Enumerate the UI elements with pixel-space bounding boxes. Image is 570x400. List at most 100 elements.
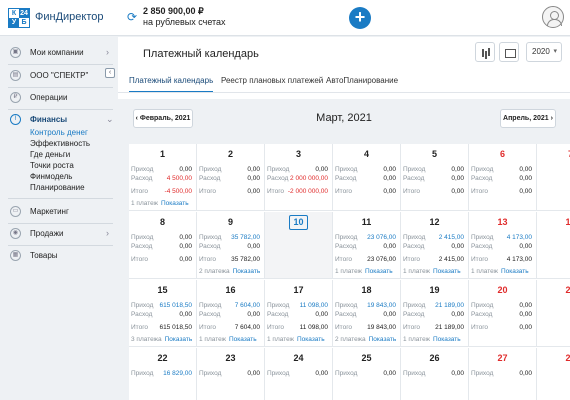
day-income-row: Приход 0,00: [335, 370, 398, 377]
calendar-day-cell[interactable]: 24 Приход 0,00: [265, 348, 333, 400]
show-payments-link[interactable]: Показать: [501, 268, 529, 275]
expense-label: Расход: [403, 311, 425, 318]
day-number: 5: [431, 149, 437, 159]
calendar-day-cell[interactable]: 25 Приход 0,00: [333, 348, 401, 400]
payments-footer: 1 платеж Показать: [131, 200, 194, 207]
prev-month-button[interactable]: ‹ Февраль, 2021: [133, 109, 193, 128]
show-payments-link[interactable]: Показать: [433, 268, 461, 275]
total-label: Итого: [471, 188, 489, 195]
tab-payment-calendar[interactable]: Платежный календарь: [129, 76, 214, 93]
sidebar-subitem-planning[interactable]: Планирование: [30, 183, 85, 192]
payments-count: 1 платеж: [131, 200, 158, 207]
total-label: Итого: [403, 256, 421, 263]
sidebar-item-marketing[interactable]: ▭ Маркетинг: [0, 203, 118, 221]
calendar-day-cell[interactable]: 3 Приход 0,00 Расход 2 000 000,00 Итого -2 000…: [265, 144, 333, 211]
income-label: Приход: [335, 370, 358, 377]
calendar-day-cell[interactable]: 4 Приход 0,00 Расход 0,00 Итого 0,00: [333, 144, 401, 211]
show-payments-link[interactable]: Показать: [433, 336, 461, 343]
collapse-sidebar-icon[interactable]: ‹: [105, 68, 115, 78]
year-select[interactable]: 2020 ▾: [526, 42, 562, 62]
calendar-day-cell[interactable]: 13 Приход 4 173,00 Расход 0,00 Итого 4 173,00 1…: [469, 212, 537, 279]
user-avatar-icon[interactable]: [542, 6, 564, 28]
chart-view-button[interactable]: [475, 42, 495, 62]
calendar-day-cell[interactable]: 22 Приход 16 829,00: [129, 348, 197, 400]
day-number: 4: [363, 149, 369, 159]
income-label: Приход: [199, 234, 222, 241]
income-value: 21 189,00: [435, 302, 464, 309]
total-label: Итого: [471, 256, 489, 263]
logo-cell: 24: [19, 9, 29, 18]
add-button[interactable]: +: [349, 7, 371, 29]
year-value: 2020: [532, 47, 550, 56]
day-total-row: Итого 615 018,50: [131, 324, 194, 331]
calendar-day-cell[interactable]: 23 Приход 0,00: [197, 348, 265, 400]
calendar-day-cell[interactable]: 26 Приход 0,00: [401, 348, 469, 400]
payments-count: 3 платежа: [131, 336, 162, 343]
payments-footer: 1 платеж Показать: [403, 268, 466, 275]
show-payments-link[interactable]: Показать: [164, 336, 193, 343]
sidebar-item-finance[interactable]: ⌇ Финансы ⌄: [0, 111, 118, 129]
calendar-day-cell[interactable]: 2 Приход 0,00 Расход 0,00 Итого 0,00: [197, 144, 265, 211]
day-expense-row: Расход 0,00: [335, 243, 398, 250]
show-payments-link[interactable]: Показать: [297, 336, 325, 343]
expense-label: Расход: [335, 311, 357, 318]
sidebar-subitem-efficiency[interactable]: Эффективность: [30, 139, 91, 148]
show-payments-link[interactable]: Показать: [161, 200, 189, 207]
income-label: Приход: [267, 370, 290, 377]
sidebar-item-companies[interactable]: ▣ Мои компании ›: [0, 44, 118, 62]
calendar-day-cell[interactable]: 7: [537, 144, 570, 211]
calendar-day-cell[interactable]: 18 Приход 19 843,00 Расход 0,00 Итого 19 843,0…: [333, 280, 401, 347]
calendar-day-cell[interactable]: 1 Приход 0,00 Расход 4 500,00 Итого -4 500,00 1…: [129, 144, 197, 211]
calendar-day-cell[interactable]: 14: [537, 212, 570, 279]
show-payments-link[interactable]: Показать: [229, 336, 257, 343]
calendar-day-cell[interactable]: 12 Приход 2 415,00 Расход 0,00 Итого 2 415,00 1…: [401, 212, 469, 279]
sidebar-subitem-where-money[interactable]: Где деньги: [30, 150, 71, 159]
income-label: Приход: [131, 370, 154, 377]
balance-label: на рублевых счетах: [143, 17, 226, 27]
sidebar-subitem-finmodel[interactable]: Финмодель: [30, 172, 73, 181]
next-month-button[interactable]: Апрель, 2021 ›: [500, 109, 556, 128]
income-value: 11 098,00: [299, 302, 328, 309]
sidebar-item-sales[interactable]: ◉ Продажи ›: [0, 225, 118, 243]
calendar-day-cell[interactable]: 19 Приход 21 189,00 Расход 0,00 Итого 21 189,0…: [401, 280, 469, 347]
calendar-day-cell[interactable]: 15 Приход 615 018,50 Расход 0,00 Итого 615 018…: [129, 280, 197, 347]
expense-value: 0,00: [451, 243, 464, 250]
total-value: -2 000 000,00: [287, 188, 328, 195]
calendar-day-cell[interactable]: 5 Приход 0,00 Расход 0,00 Итого 0,00: [401, 144, 469, 211]
book-view-button[interactable]: [499, 42, 519, 62]
total-value: 615 018,50: [159, 324, 192, 331]
sidebar-item-goods[interactable]: ▦ Товары: [0, 247, 118, 265]
day-income-row: Приход 0,00: [471, 370, 534, 377]
sidebar-subitem-cash-control[interactable]: Контроль денег: [30, 128, 88, 137]
sidebar-item-operations[interactable]: ₽ Операции: [0, 89, 118, 107]
income-label: Приход: [267, 302, 290, 309]
calendar-day-cell[interactable]: 28: [537, 348, 570, 400]
monitor-icon: ▭: [10, 206, 21, 217]
calendar-day-cell[interactable]: 8 Приход 0,00 Расход 0,00 Итого 0,00: [129, 212, 197, 279]
calendar-day-cell[interactable]: 9 Приход 35 782,00 Расход 0,00 Итого 35 782,00…: [197, 212, 265, 279]
day-number: 6: [499, 149, 505, 159]
refresh-icon[interactable]: ⟳: [127, 10, 138, 24]
tab-autoplanning[interactable]: АвтоПланирование: [326, 76, 399, 85]
day-number: 26: [429, 353, 440, 363]
sidebar-subitem-growth-points[interactable]: Точки роста: [30, 161, 74, 170]
calendar-day-cell[interactable]: 17 Приход 11 098,00 Расход 0,00 Итого 11 098,0…: [265, 280, 333, 347]
expense-value: 4 500,00: [166, 175, 192, 182]
calendar-day-cell[interactable]: 27 Приход 0,00: [469, 348, 537, 400]
show-payments-link[interactable]: Показать: [232, 268, 261, 275]
payments-count: 1 платеж: [471, 268, 498, 275]
calendar-day-cell[interactable]: 6 Приход 0,00 Расход 0,00 Итого 0,00: [469, 144, 537, 211]
calendar-day-cell[interactable]: 11 Приход 23 076,00 Расход 0,00 Итого 23 076,0…: [333, 212, 401, 279]
calendar-day-cell[interactable]: 20 Приход 0,00 Расход 0,00 Итого 0,00: [469, 280, 537, 347]
sidebar-item-company[interactable]: ▤ ООО "СПЕКТР": [0, 67, 118, 85]
calendar-day-cell[interactable]: 10: [265, 212, 333, 279]
day-income-row: Приход 4 173,00: [471, 234, 534, 241]
calendar-day-cell[interactable]: 21: [537, 280, 570, 347]
app-logo[interactable]: К 24 У Б: [8, 8, 30, 28]
show-payments-link[interactable]: Показать: [368, 336, 397, 343]
income-label: Приход: [403, 302, 426, 309]
show-payments-link[interactable]: Показать: [365, 268, 393, 275]
tab-planned-payments[interactable]: Реестр плановых платежей: [221, 76, 324, 85]
income-value: 0,00: [247, 370, 260, 377]
calendar-day-cell[interactable]: 16 Приход 7 604,00 Расход 0,00 Итого 7 604,00 1…: [197, 280, 265, 347]
